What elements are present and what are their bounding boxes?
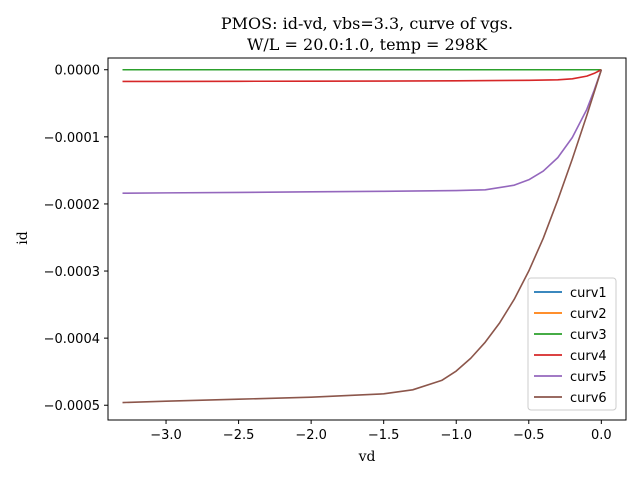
legend-label-curv2: curv2	[570, 307, 607, 322]
series-line-curv6	[122, 69, 603, 404]
y-tick-label: −0.0003	[44, 265, 100, 280]
series-line-curv4	[122, 69, 602, 83]
x-tick-label: −3.0	[150, 428, 182, 443]
x-tick-label: −1.5	[368, 428, 400, 443]
y-tick-label: −0.0001	[44, 131, 100, 146]
x-tick-label: −2.0	[295, 428, 327, 443]
y-tick-label: −0.0005	[44, 399, 100, 414]
legend-label-curv5: curv5	[570, 370, 607, 385]
x-tick-label: 0.0	[591, 428, 612, 443]
x-tick-label: −0.5	[513, 428, 545, 443]
x-tick-label: −2.5	[223, 428, 255, 443]
chart-title-line2: W/L = 20.0:1.0, temp = 298K	[247, 35, 488, 54]
plot-area: −3.0 −2.5 −2.0 −1.5 −1.0 −0.5 0.0 0.0000 −0.0001…	[44, 57, 627, 443]
series-lines	[122, 68, 603, 404]
axes-frame	[107, 57, 627, 421]
y-tick-label: −0.0002	[44, 198, 100, 213]
x-tick-label: −1.0	[440, 428, 472, 443]
chart-title-line1: PMOS: id-vd, vbs=3.3, curve of vgs.	[221, 14, 513, 33]
y-tick-label: 0.0000	[55, 64, 101, 79]
legend-box	[527, 277, 617, 411]
legend-label-curv4: curv4	[570, 349, 607, 364]
y-tick-label: −0.0004	[44, 332, 100, 347]
y-axis-label: id	[15, 231, 31, 244]
legend-label-curv1: curv1	[570, 286, 607, 301]
legend-label-curv6: curv6	[570, 391, 607, 406]
x-axis-label: vd	[358, 449, 376, 465]
series-line-curv5	[122, 69, 603, 194]
legend-label-curv3: curv3	[570, 328, 607, 343]
legend: curv1 curv2 curv3 curv4 curv5 curv6	[527, 277, 617, 411]
